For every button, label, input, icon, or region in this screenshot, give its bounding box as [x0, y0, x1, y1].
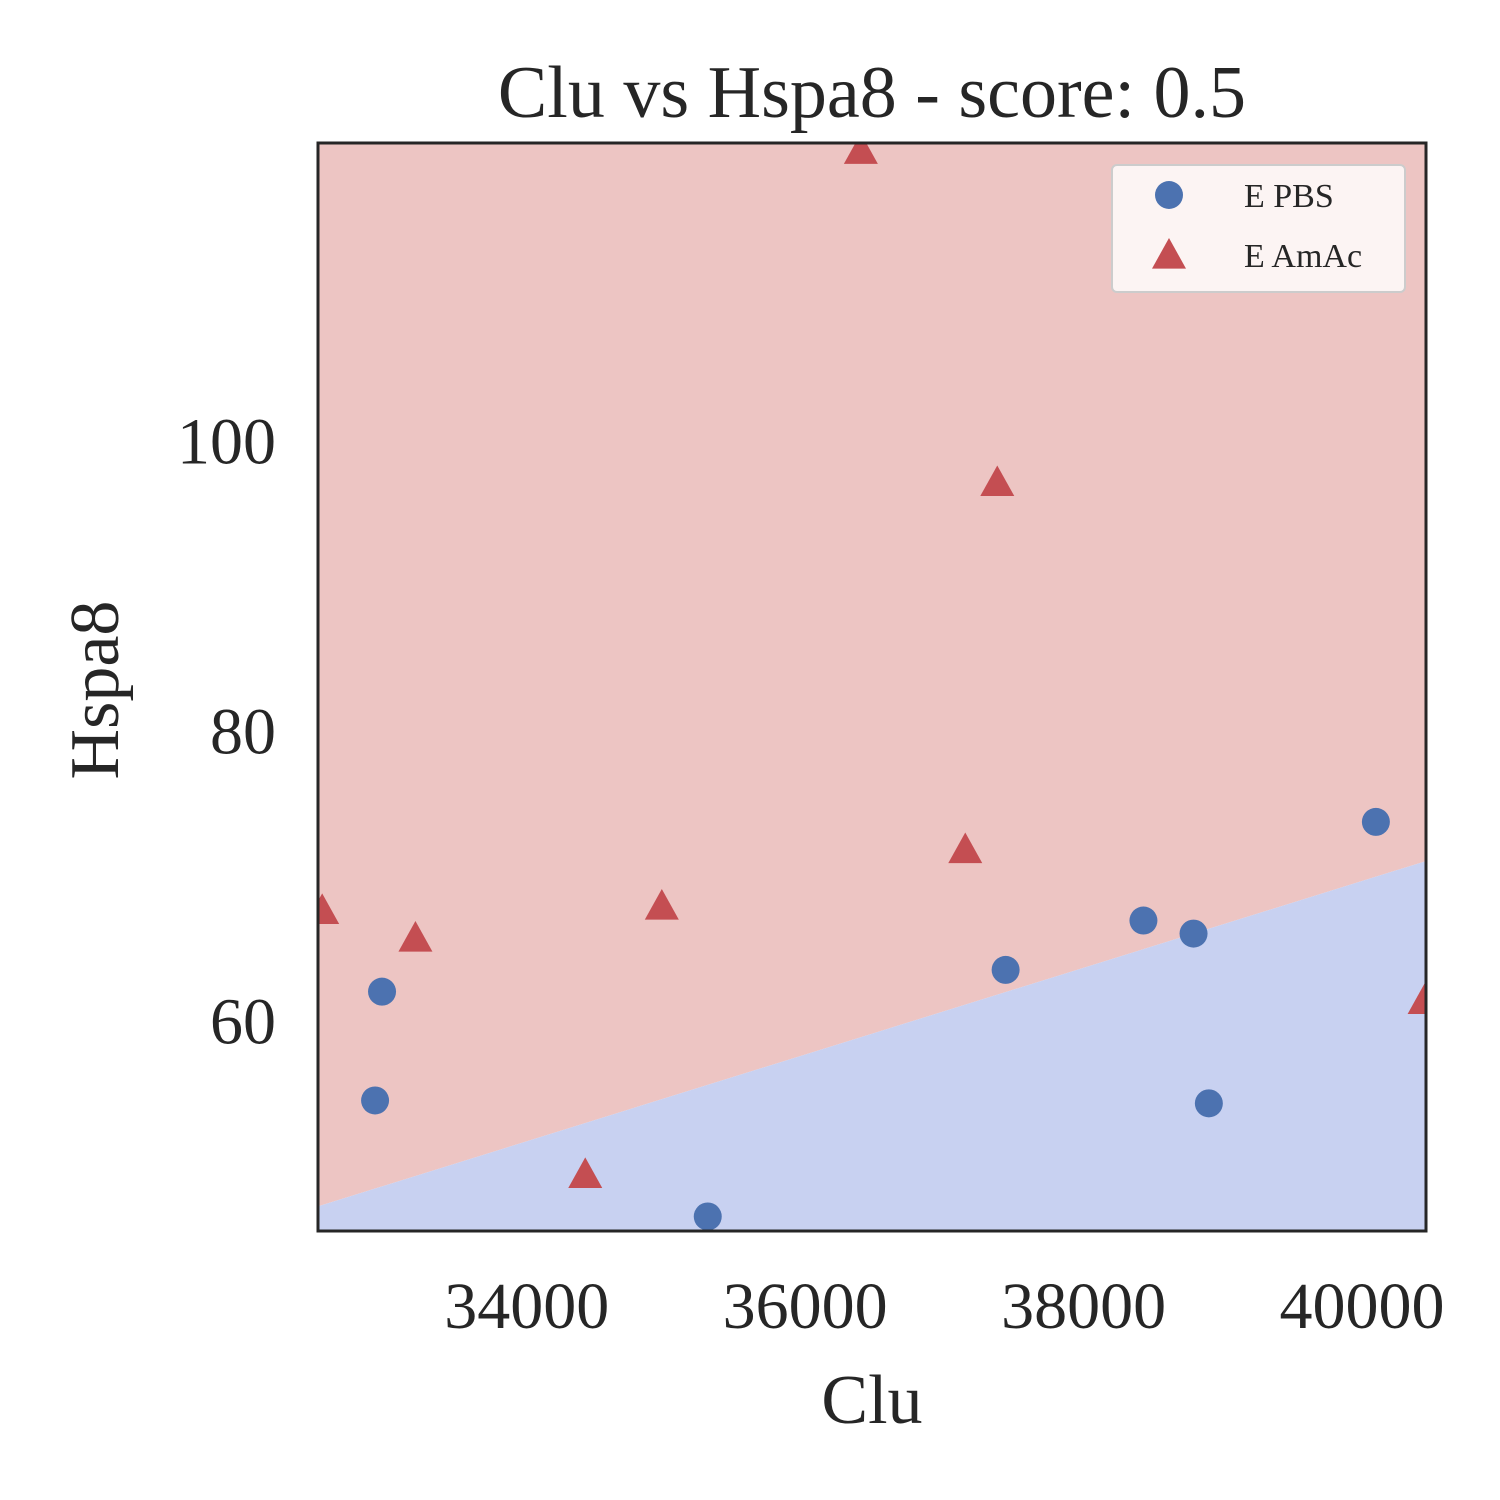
legend-label: E AmAc: [1244, 238, 1362, 275]
x-tick-label: 38000: [1001, 1270, 1166, 1343]
x-axis-ticks: 34000 36000 38000 40000: [444, 1270, 1444, 1343]
x-tick-label: 34000: [444, 1270, 609, 1343]
lower-decision-region: [318, 861, 1426, 1231]
upper-decision-region: [318, 143, 1426, 1207]
legend-marker-circle: [1155, 181, 1183, 209]
x-axis-label: Clu: [821, 1362, 922, 1439]
y-tick-label: 80: [210, 696, 276, 769]
legend-label: E PBS: [1244, 178, 1334, 215]
legend-marker-triangle: [1152, 238, 1186, 269]
chart-title: Clu vs Hspa8 - score: 0.5: [498, 52, 1246, 134]
data-point-circle: [693, 1202, 722, 1231]
y-tick-label: 100: [177, 405, 276, 478]
plot-area: [318, 143, 1426, 1231]
data-point-triangle: [1407, 983, 1426, 1014]
data-point-circle: [1194, 1089, 1223, 1118]
data-markers: [318, 143, 1426, 1231]
data-point-circle: [1129, 906, 1158, 935]
data-point-triangle: [398, 920, 433, 952]
data-point-triangle: [948, 832, 983, 864]
legend: E PBS E AmAc: [1111, 164, 1406, 293]
legend-box: [1111, 164, 1406, 293]
data-point-triangle: [980, 465, 1015, 497]
data-point-triangle: [568, 1157, 603, 1189]
data-point-circle: [368, 977, 397, 1006]
x-tick-label: 36000: [723, 1270, 888, 1343]
data-point-triangle: [644, 889, 679, 920]
data-point-triangle: [318, 893, 340, 925]
y-tick-label: 60: [210, 986, 276, 1059]
data-point-triangle: [843, 143, 878, 164]
y-axis-ticks: 60 80 100: [177, 405, 276, 1058]
data-point-circle: [1361, 807, 1390, 836]
data-point-circle: [991, 955, 1020, 984]
x-tick-label: 40000: [1279, 1270, 1444, 1343]
data-point-circle: [361, 1086, 390, 1115]
data-point-circle: [1179, 919, 1208, 948]
y-axis-label: Hspa8: [57, 601, 134, 780]
plot-frame: [316, 141, 1428, 1233]
